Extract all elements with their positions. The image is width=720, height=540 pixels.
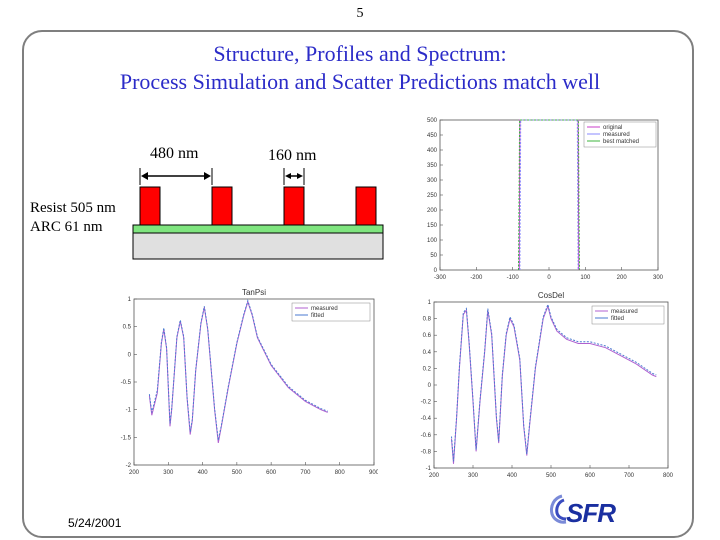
linewidth-arrowhead-left — [285, 173, 291, 179]
arc-layer — [132, 224, 384, 234]
y-tick-label: 0 — [128, 352, 132, 358]
pitch-arrowhead-right — [204, 172, 211, 180]
plot-area — [433, 301, 669, 469]
y-tick-label: 50 — [430, 253, 437, 259]
y-tick-label: 1 — [128, 297, 132, 303]
resist-line — [283, 186, 305, 226]
chart-tanpsi: TanPsi 200 300 400 500 600 700 800 900 1 0.5 0 -0.5 -… — [121, 288, 378, 476]
y-tick-label: -1 — [426, 466, 432, 472]
sfr-logo-icon — [550, 494, 567, 524]
series-line — [518, 119, 580, 271]
y-tick-label: 0.8 — [423, 317, 432, 323]
y-tick-label: -0.6 — [421, 433, 432, 439]
chart-profile: -300 -200 -100 0 100 200 300 0 50 100 150 200 250 300… — [427, 118, 664, 281]
y-tick-label: 200 — [427, 208, 438, 214]
y-tick-label: 0.6 — [423, 333, 432, 339]
y-tick-label: 1 — [428, 300, 432, 306]
legend-label: original — [603, 125, 622, 131]
y-tick-label: -1.5 — [121, 435, 132, 441]
slide-frame — [22, 30, 694, 538]
title-line-2: Process Simulation and Scatter Predictio… — [119, 69, 601, 94]
x-tick-label: -100 — [507, 275, 520, 281]
x-tick-label: 600 — [585, 473, 596, 479]
chart-title: CosDel — [538, 291, 564, 300]
legend-label: fitted — [611, 316, 624, 322]
x-tick-label: 100 — [580, 275, 591, 281]
slide-title: Structure, Profiles and Spectrum: Proces… — [40, 40, 680, 96]
y-tick-label: 450 — [427, 133, 438, 139]
y-tick-label: 250 — [427, 193, 438, 199]
series-line — [148, 299, 328, 441]
legend-box — [291, 302, 371, 322]
y-tick-label: 0 — [434, 268, 438, 274]
x-tick-label: 500 — [232, 470, 243, 476]
x-tick-label: 200 — [129, 470, 140, 476]
x-tick-label: 800 — [663, 473, 674, 479]
resist-line — [355, 186, 377, 226]
x-tick-label: 300 — [653, 275, 664, 281]
y-tick-label: 0.4 — [423, 350, 432, 356]
x-tick-label: 700 — [624, 473, 635, 479]
legend-label: measured — [311, 306, 338, 312]
y-tick-label: 300 — [427, 178, 438, 184]
resist-line — [139, 186, 161, 226]
chart-cosdel: CosDel 200 300 400 500 600 700 800 1 0.8 0.6 0.4 0.2… — [421, 291, 674, 479]
x-tick-label: 600 — [266, 470, 277, 476]
arc-label: ARC 61 nm — [30, 219, 103, 235]
resist-label: Resist 505 nm — [30, 200, 116, 216]
legend-label: measured — [611, 309, 638, 315]
legend-label: measured — [603, 132, 630, 138]
x-tick-label: 200 — [429, 473, 440, 479]
x-tick-label: 900 — [369, 470, 378, 476]
chart-title: TanPsi — [242, 288, 266, 297]
series-line — [519, 119, 579, 271]
legend-label: fitted — [311, 313, 324, 319]
linewidth-label: 160 nm — [268, 147, 317, 164]
y-tick-label: 0 — [428, 383, 432, 389]
x-tick-label: 400 — [507, 473, 518, 479]
substrate — [132, 232, 384, 260]
y-tick-label: 0.5 — [123, 325, 132, 331]
legend-label: best matched — [603, 139, 639, 145]
resist-line — [211, 186, 233, 226]
x-tick-label: -200 — [470, 275, 483, 281]
y-tick-label: 0.2 — [423, 366, 432, 372]
x-tick-label: 200 — [617, 275, 628, 281]
title-line-1: Structure, Profiles and Spectrum: — [213, 41, 507, 66]
x-tick-label: 500 — [546, 473, 557, 479]
x-tick-label: 400 — [198, 470, 209, 476]
y-tick-label: 500 — [427, 118, 438, 124]
y-tick-label: 350 — [427, 163, 438, 169]
y-tick-label: 150 — [427, 223, 438, 229]
y-tick-label: -2 — [126, 463, 132, 469]
y-tick-label: -0.8 — [421, 449, 432, 455]
linewidth-arrowhead-right — [297, 173, 303, 179]
y-tick-label: -0.2 — [421, 400, 432, 406]
y-tick-label: -0.4 — [421, 416, 432, 422]
slide-date: 5/24/2001 — [68, 516, 122, 530]
legend-box — [591, 305, 665, 325]
y-tick-label: 100 — [427, 238, 438, 244]
x-tick-label: -300 — [434, 275, 447, 281]
y-tick-label: 400 — [427, 148, 438, 154]
y-tick-label: -1 — [126, 408, 132, 414]
page-number: 5 — [356, 6, 364, 21]
x-tick-label: 300 — [468, 473, 479, 479]
x-tick-label: 800 — [335, 470, 346, 476]
x-tick-label: 300 — [163, 470, 174, 476]
logo-text: SFR — [566, 498, 616, 528]
x-tick-label: 700 — [300, 470, 311, 476]
x-tick-label: 0 — [547, 275, 551, 281]
pitch-arrowhead-left — [141, 172, 148, 180]
pitch-label: 480 nm — [150, 145, 199, 162]
series-line — [451, 302, 657, 462]
y-tick-label: -0.5 — [121, 380, 132, 386]
series-line — [451, 304, 657, 464]
